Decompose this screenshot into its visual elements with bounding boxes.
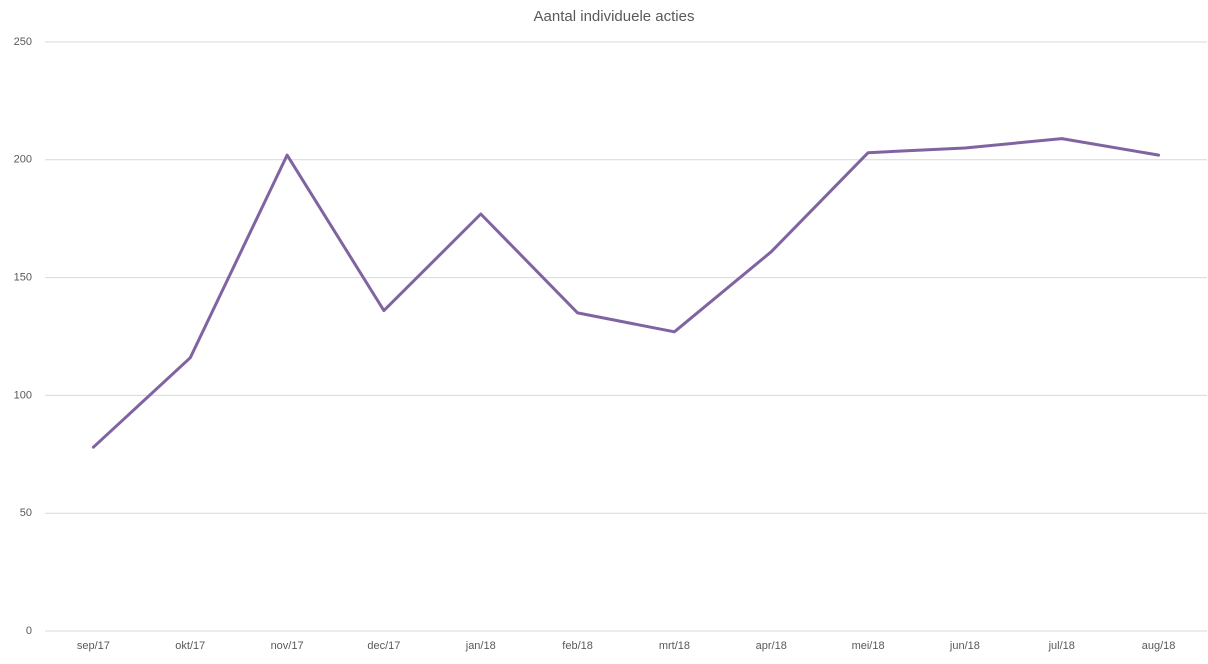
- y-tick-label: 50: [20, 507, 32, 519]
- x-tick-label: sep/17: [77, 640, 110, 652]
- y-tick-label: 0: [26, 625, 32, 637]
- y-tick-label: 100: [14, 389, 32, 401]
- x-tick-label: okt/17: [175, 640, 205, 652]
- x-tick-label: mrt/18: [659, 640, 690, 652]
- x-tick-label: feb/18: [562, 640, 593, 652]
- y-tick-label: 150: [14, 272, 32, 284]
- x-tick-label: nov/17: [271, 640, 304, 652]
- x-tick-label: aug/18: [1142, 640, 1176, 652]
- y-tick-label: 250: [14, 36, 32, 48]
- x-tick-label: jan/18: [465, 640, 496, 652]
- x-tick-label: jun/18: [949, 640, 980, 652]
- x-tick-label: mei/18: [852, 640, 885, 652]
- y-tick-label: 200: [14, 154, 32, 166]
- line: [91, 137, 1161, 449]
- x-tick-label: apr/18: [756, 640, 787, 652]
- chart-title: Aantal individuele acties: [534, 8, 695, 25]
- x-tick-label: jul/18: [1048, 640, 1075, 652]
- x-tick-label: dec/17: [367, 640, 400, 652]
